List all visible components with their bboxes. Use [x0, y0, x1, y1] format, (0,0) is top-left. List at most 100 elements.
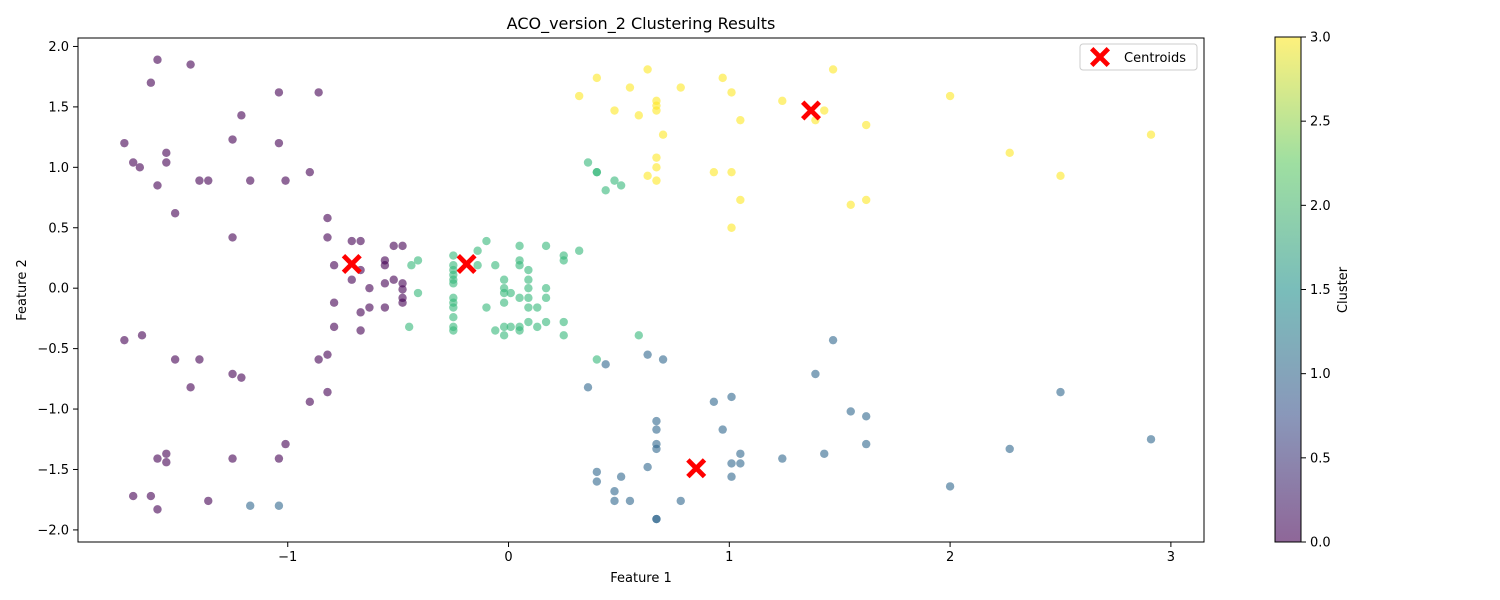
data-point-cluster-2 [533, 303, 542, 312]
data-point-cluster-1 [1056, 387, 1065, 397]
colorbar-tick-label: 1.5 [1310, 283, 1331, 298]
data-point-cluster-3 [652, 163, 661, 172]
data-point-cluster-1 [736, 449, 745, 458]
data-point-cluster-1 [652, 425, 661, 434]
data-point-cluster-1 [727, 459, 736, 468]
data-point-cluster-3 [828, 65, 838, 74]
data-point-cluster-2 [449, 303, 458, 312]
data-point-cluster-0 [274, 88, 284, 97]
data-point-cluster-3 [727, 88, 736, 97]
data-point-cluster-1 [945, 482, 955, 491]
data-point-cluster-3 [945, 91, 955, 101]
data-point-cluster-1 [811, 369, 820, 379]
colorbar-label: Cluster [1336, 266, 1351, 313]
data-point-cluster-0 [128, 491, 138, 501]
data-point-cluster-3 [652, 176, 661, 185]
data-point-cluster-0 [305, 167, 315, 177]
data-point-cluster-1 [601, 360, 610, 369]
y-tick-label: 1.5 [48, 100, 69, 115]
data-point-cluster-0 [120, 138, 129, 148]
data-point-cluster-2 [449, 312, 458, 322]
colorbar: 0.0 0.5 1.0 1.5 2.0 2.5 3.0 Cluster [1274, 31, 1351, 551]
data-point-cluster-3 [643, 65, 652, 74]
data-point-cluster-2 [592, 167, 602, 177]
x-tick-label: 3 [1167, 550, 1175, 565]
data-point-cluster-0 [195, 355, 204, 364]
data-point-cluster-2 [541, 283, 551, 293]
x-tick-label: 2 [946, 550, 954, 565]
data-point-cluster-0 [170, 209, 180, 218]
data-point-cluster-0 [356, 326, 365, 335]
data-point-cluster-1 [592, 467, 602, 477]
data-point-cluster-0 [347, 275, 356, 284]
data-point-cluster-2 [413, 256, 423, 265]
x-axis-label: Feature 1 [610, 571, 672, 586]
data-point-cluster-0 [162, 148, 171, 158]
data-point-cluster-2 [610, 176, 619, 185]
data-point-cluster-2 [533, 322, 542, 332]
colorbar-tick-label: 2.0 [1310, 199, 1331, 214]
y-tick-label: −0.5 [37, 342, 69, 357]
data-point-cluster-0 [389, 275, 398, 284]
chart-title: ACO_version_2 Clustering Results [507, 14, 776, 34]
data-point-cluster-2 [559, 317, 568, 327]
data-point-cluster-3 [592, 73, 602, 83]
data-point-cluster-0 [228, 369, 237, 379]
data-point-cluster-1 [709, 397, 719, 406]
data-point-cluster-1 [610, 487, 619, 496]
data-point-cluster-0 [146, 491, 156, 501]
data-point-cluster-2 [473, 261, 482, 270]
data-point-cluster-2 [491, 261, 500, 270]
data-point-cluster-1 [274, 501, 284, 510]
data-point-cluster-1 [727, 472, 736, 481]
x-tick-label: −1 [278, 550, 297, 565]
data-point-cluster-0 [146, 78, 156, 87]
data-point-cluster-3 [625, 83, 635, 92]
data-point-cluster-1 [652, 444, 661, 454]
data-point-cluster-3 [862, 195, 871, 205]
data-point-cluster-3 [820, 106, 829, 115]
data-point-cluster-0 [228, 135, 237, 144]
data-point-cluster-3 [718, 73, 727, 83]
data-point-cluster-2 [541, 293, 551, 303]
data-point-cluster-1 [652, 416, 661, 426]
data-point-cluster-2 [583, 158, 593, 167]
data-point-cluster-0 [323, 387, 332, 397]
data-point-cluster-0 [204, 496, 213, 506]
centroid-marker-3 [686, 458, 707, 479]
data-point-cluster-1 [820, 449, 829, 458]
y-tick-label: −2.0 [37, 523, 69, 538]
data-point-cluster-0 [274, 454, 284, 463]
data-point-cluster-0 [274, 138, 284, 148]
data-point-cluster-0 [380, 261, 390, 270]
y-tick-label: 0.0 [48, 282, 69, 297]
colorbar-tick-label: 0.5 [1310, 451, 1331, 466]
data-point-cluster-1 [676, 496, 685, 506]
data-point-cluster-3 [676, 83, 685, 92]
data-point-cluster-0 [323, 350, 332, 359]
legend: Centroids [1079, 43, 1198, 71]
x-tick-label: 1 [725, 550, 733, 565]
data-point-cluster-0 [356, 308, 365, 317]
centroid-marker-2 [801, 100, 822, 121]
data-point-cluster-1 [1146, 435, 1156, 444]
data-point-cluster-2 [413, 288, 423, 298]
data-point-cluster-0 [365, 303, 374, 312]
data-point-cluster-2 [524, 283, 533, 293]
centroid-marker-1 [456, 254, 477, 275]
data-point-cluster-0 [398, 241, 407, 251]
colorbar-tick-label: 0.0 [1310, 536, 1331, 551]
legend-centroid-marker [1090, 47, 1110, 67]
data-point-cluster-3 [727, 167, 736, 177]
data-point-cluster-0 [162, 458, 171, 467]
data-point-cluster-0 [153, 181, 162, 190]
data-point-cluster-2 [515, 241, 524, 251]
data-point-cluster-0 [162, 449, 171, 458]
colorbar-ticks: 0.0 0.5 1.0 1.5 2.0 2.5 3.0 [1301, 31, 1331, 551]
data-point-cluster-0 [329, 298, 339, 307]
colorbar-tick-label: 3.0 [1310, 31, 1331, 46]
data-point-cluster-2 [506, 288, 515, 298]
data-point-cluster-0 [246, 176, 255, 185]
legend-centroid-icon [1090, 47, 1110, 67]
data-point-cluster-3 [846, 200, 855, 209]
